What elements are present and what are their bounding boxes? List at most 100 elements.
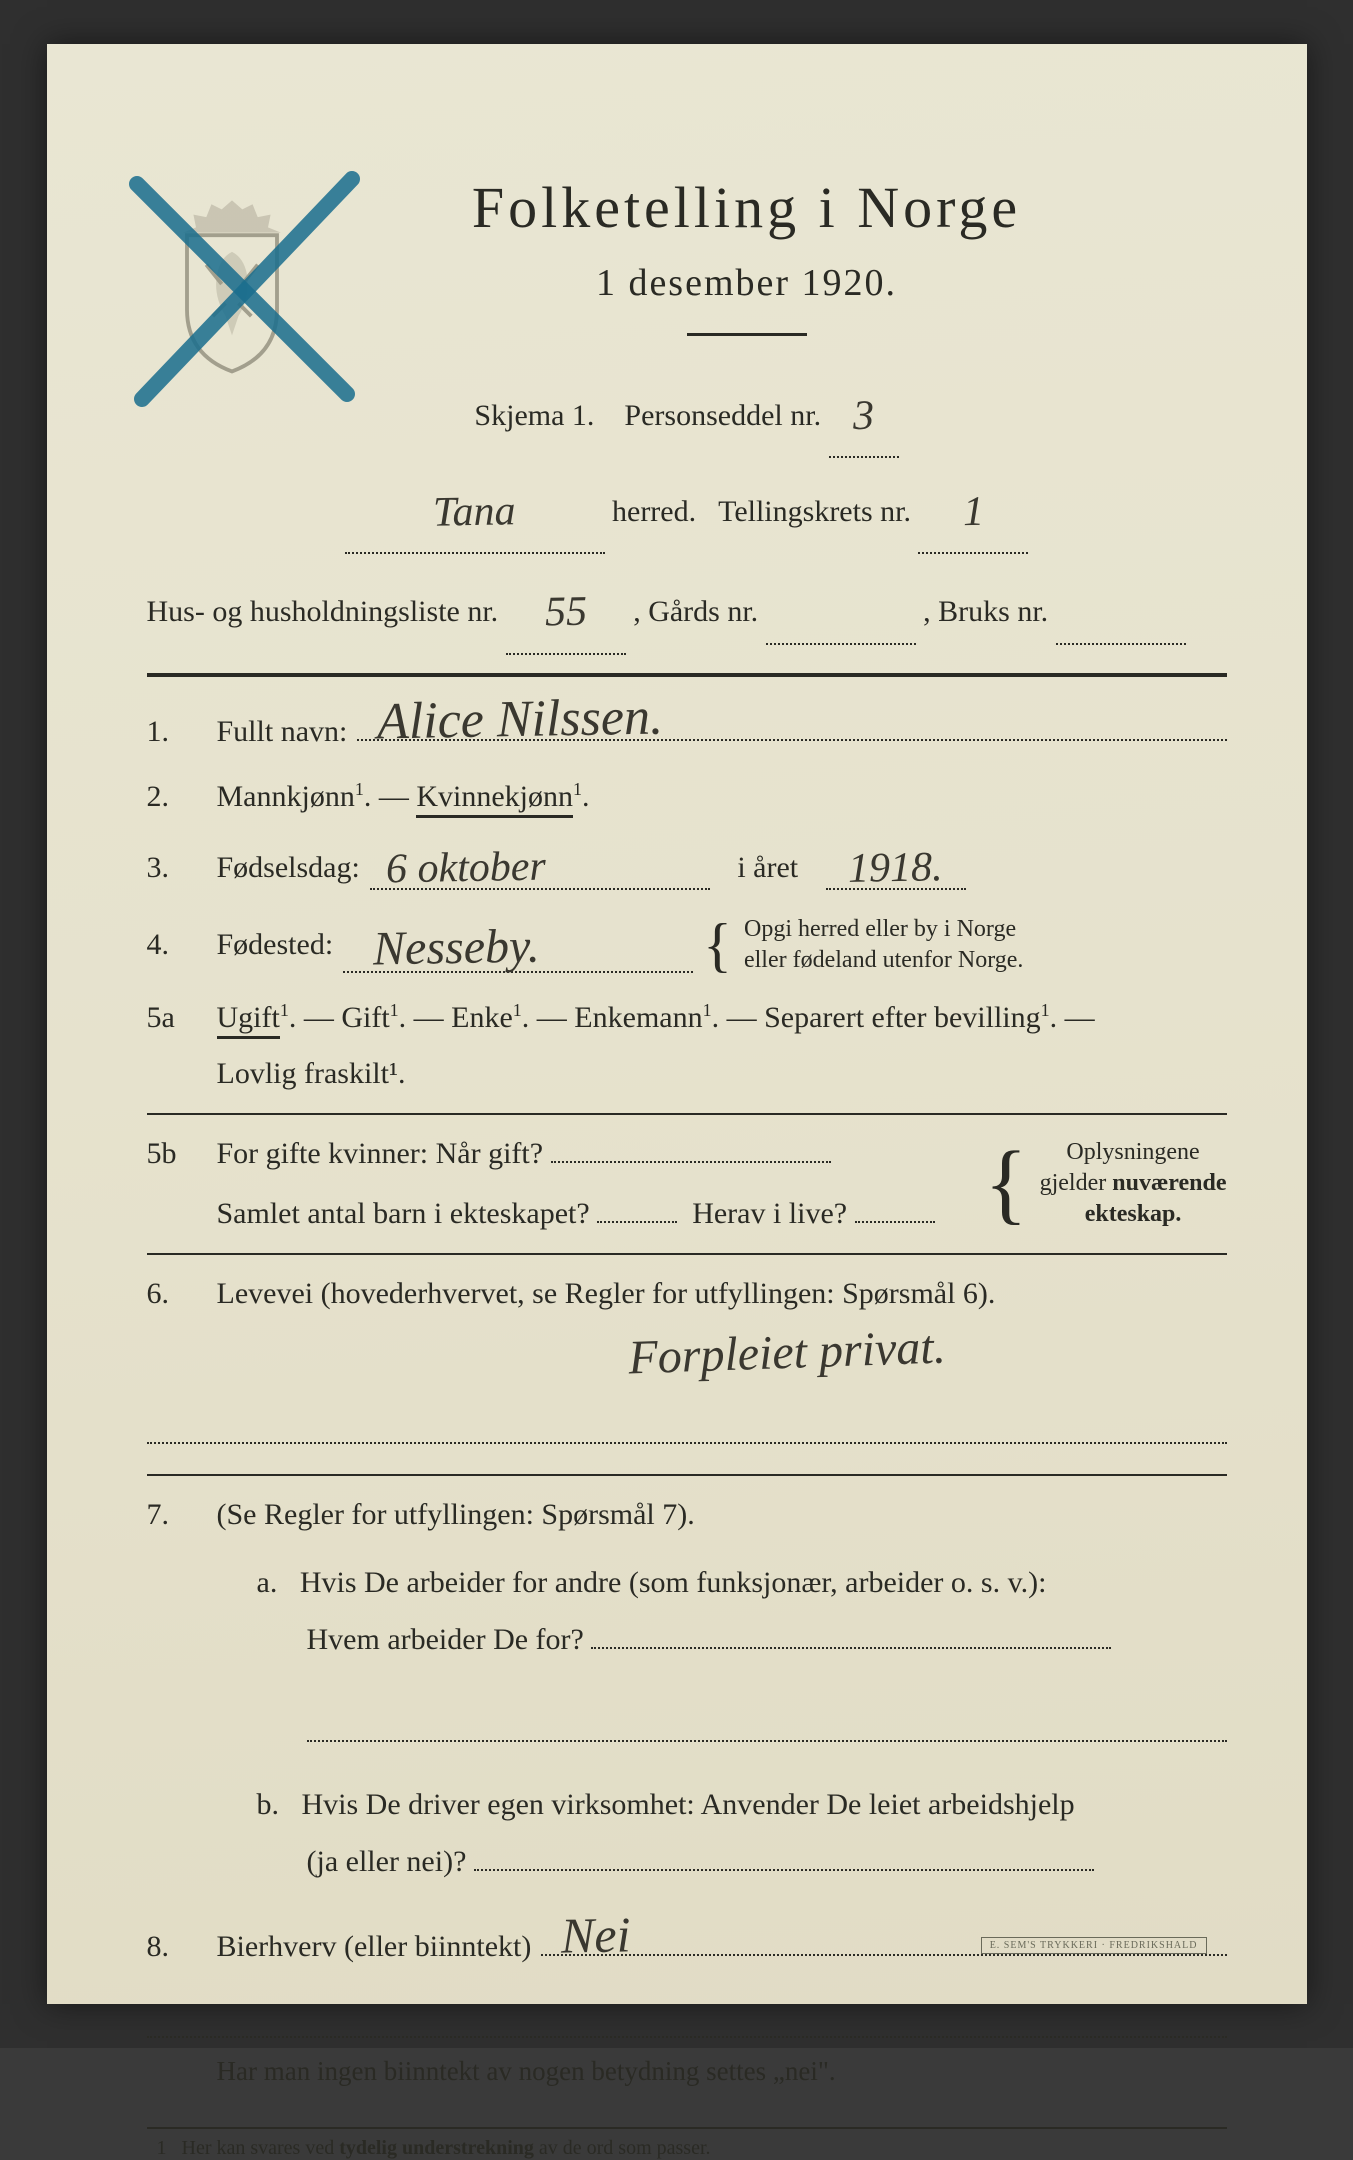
- q8-value: Nei: [561, 1905, 631, 1964]
- q5b-body: For gifte kvinner: Når gift? Samlet anta…: [217, 1137, 955, 1231]
- q7-row: 7. (Se Regler for utfyllingen: Spørsmål …: [147, 1498, 1227, 1532]
- coat-of-arms-icon: [167, 194, 297, 374]
- q5b-note-l2: gjelder nuværende: [1040, 1170, 1227, 1196]
- q5a-num: 5a: [147, 1001, 207, 1035]
- q7b-l2: (ja eller nei)?: [307, 1845, 467, 1878]
- husliste-label: Hus- og husholdningsliste nr.: [147, 595, 499, 628]
- q1-row: 1. Fullt navn: Alice Nilssen.: [147, 705, 1227, 749]
- husliste-field: 55: [506, 564, 626, 654]
- q5b-l1a: For gifte kvinner: Når gift?: [217, 1137, 544, 1170]
- q7b: b. Hvis De driver egen virksomhet: Anven…: [257, 1776, 1227, 1890]
- meta-line-2: Tana herred. Tellingskrets nr. 1: [147, 464, 1227, 554]
- personseddel-nr-field: 3: [829, 368, 899, 458]
- q7a: a. Hvis De arbeider for andre (som funks…: [257, 1554, 1227, 1668]
- q5b-num: 5b: [147, 1137, 207, 1171]
- q4-row: 4. Fødested: Nesseby. { Opgi herred elle…: [147, 914, 1227, 976]
- tellingskrets-value: 1: [962, 468, 985, 557]
- q7a-l2: Hvem arbeider De for?: [307, 1623, 584, 1656]
- scan-background: Folketelling i Norge 1 desember 1920. Sk…: [0, 0, 1353, 2048]
- q2-mann: Mannkjønn: [217, 780, 355, 813]
- q2-row: 2. Mannkjønn1. — Kvinnekjønn1.: [147, 779, 1227, 814]
- q5b-gift-field: [551, 1161, 831, 1163]
- herred-label: herred.: [612, 495, 696, 528]
- form-date: 1 desember 1920.: [267, 261, 1227, 305]
- footnote-num: 1: [157, 2137, 167, 2159]
- q2-num: 2.: [147, 780, 207, 814]
- gards-field: [766, 580, 916, 645]
- q3-mid: i året: [737, 851, 798, 885]
- q2-text: Mannkjønn1. — Kvinnekjønn1.: [217, 779, 590, 814]
- q4-note-l2: eller fødeland utenfor Norge.: [744, 947, 1023, 973]
- q7-label: (Se Regler for utfyllingen: Spørsmål 7).: [217, 1498, 695, 1532]
- q6-label: Levevei (hovederhvervet, se Regler for u…: [217, 1277, 996, 1311]
- footnote-text: Her kan svares ved tydelig understreknin…: [182, 2137, 711, 2159]
- q5b-line2: Samlet antal barn i ekteskapet? Herav i …: [217, 1197, 955, 1231]
- q3-label: Fødselsdag:: [217, 851, 360, 885]
- q7b-num: b.: [257, 1788, 280, 1821]
- q5b-row: 5b For gifte kvinner: Når gift? Samlet a…: [147, 1137, 1227, 1231]
- q2-sup1: 1: [355, 779, 364, 799]
- q5b-barn-field: [597, 1221, 677, 1223]
- q4-field: Nesseby.: [343, 916, 693, 973]
- footnote-rule: [147, 2127, 1227, 2129]
- q5b-note: Oplysningene gjelder nuværende ekteskap.: [1040, 1137, 1227, 1231]
- form-title: Folketelling i Norge: [267, 174, 1227, 241]
- q8-num: 8.: [147, 1930, 207, 1964]
- herred-value: Tana: [432, 467, 516, 557]
- q1-field: Alice Nilssen.: [357, 705, 1226, 741]
- q7b-field: [474, 1869, 1094, 1871]
- q5b-l2b: Herav i live?: [692, 1197, 847, 1230]
- q4-note: Opgi herred eller by i Norge eller fødel…: [744, 914, 1023, 976]
- q5b-note-l1: Oplysningene: [1066, 1139, 1199, 1165]
- q7-num: 7.: [147, 1498, 207, 1532]
- rule-5b: [147, 1253, 1227, 1255]
- q1-value: Alice Nilssen.: [377, 687, 664, 751]
- q5a-row: 5a Ugift1. — Gift1. — Enke1. — Enkemann1…: [147, 1000, 1227, 1035]
- husliste-value: 55: [544, 568, 588, 657]
- q8-label: Bierhverv (eller biinntekt): [217, 1930, 532, 1964]
- form-header: Folketelling i Norge 1 desember 1920.: [267, 174, 1227, 336]
- q8-blank: [147, 2004, 1227, 2038]
- herred-field: Tana: [345, 464, 605, 554]
- q1-label: Fullt navn:: [217, 715, 348, 749]
- footnote: 1 Her kan svares ved tydelig understrekn…: [147, 2137, 1227, 2160]
- printer-stamp: E. SEM'S TRYKKERI · FREDRIKSHALD: [981, 1937, 1207, 1954]
- left-brace-icon-2: {: [984, 1161, 1027, 1206]
- title-divider: [687, 333, 807, 336]
- bruks-label: , Bruks nr.: [923, 595, 1048, 628]
- q4-value: Nesseby.: [373, 919, 541, 977]
- q6-value: Forpleiet privat.: [346, 1310, 1227, 1396]
- q6-row: 6. Levevei (hovederhvervet, se Regler fo…: [147, 1277, 1227, 1311]
- q7a-field: [591, 1647, 1111, 1649]
- left-brace-icon: {: [703, 930, 732, 960]
- meta-line-1: Skjema 1. Personseddel nr. 3: [147, 368, 1227, 458]
- personseddel-nr-value: 3: [852, 372, 875, 461]
- q4-num: 4.: [147, 928, 207, 962]
- q6-num: 6.: [147, 1277, 207, 1311]
- meta-line-3: Hus- og husholdningsliste nr. 55 , Gårds…: [147, 564, 1227, 654]
- q5a-ugift-underlined: Ugift: [217, 1001, 280, 1039]
- q4-label: Fødested:: [217, 928, 334, 962]
- personseddel-label: Personseddel nr.: [624, 399, 821, 432]
- q7b-l1: Hvis De driver egen virksomhet: Anvender…: [302, 1788, 1075, 1821]
- q3-row: 3. Fødselsdag: 6 oktober i året 1918.: [147, 840, 1227, 890]
- q3-year-field: 1918.: [826, 840, 966, 890]
- skjema-label: Skjema 1.: [474, 399, 594, 432]
- q5b-note-l3: ekteskap.: [1085, 1201, 1182, 1227]
- census-form-paper: Folketelling i Norge 1 desember 1920. Sk…: [47, 44, 1307, 2004]
- q8-hint: Har man ingen biinntekt av nogen betydni…: [217, 2056, 1227, 2087]
- bruks-field: [1056, 580, 1186, 645]
- q3-day-field: 6 oktober: [370, 840, 710, 890]
- q7a-blank: [307, 1708, 1227, 1742]
- q5b-line1: For gifte kvinner: Når gift?: [217, 1137, 955, 1171]
- q3-year-value: 1918.: [848, 843, 943, 893]
- q4-note-l1: Opgi herred eller by i Norge: [744, 916, 1016, 942]
- q7a-l1: Hvis De arbeider for andre (som funksjon…: [300, 1566, 1047, 1599]
- q5a-line2: Lovlig fraskilt¹.: [217, 1057, 1227, 1091]
- q2-kvinne-underlined: Kvinnekjønn: [416, 780, 573, 818]
- tellingskrets-label: Tellingskrets nr.: [718, 495, 911, 528]
- q3-day-value: 6 oktober: [385, 842, 546, 893]
- q5a-options: Ugift1. — Gift1. — Enke1. — Enkemann1. —…: [217, 1000, 1095, 1035]
- q5b-live-field: [855, 1221, 935, 1223]
- q5b-l2a: Samlet antal barn i ekteskapet?: [217, 1197, 590, 1230]
